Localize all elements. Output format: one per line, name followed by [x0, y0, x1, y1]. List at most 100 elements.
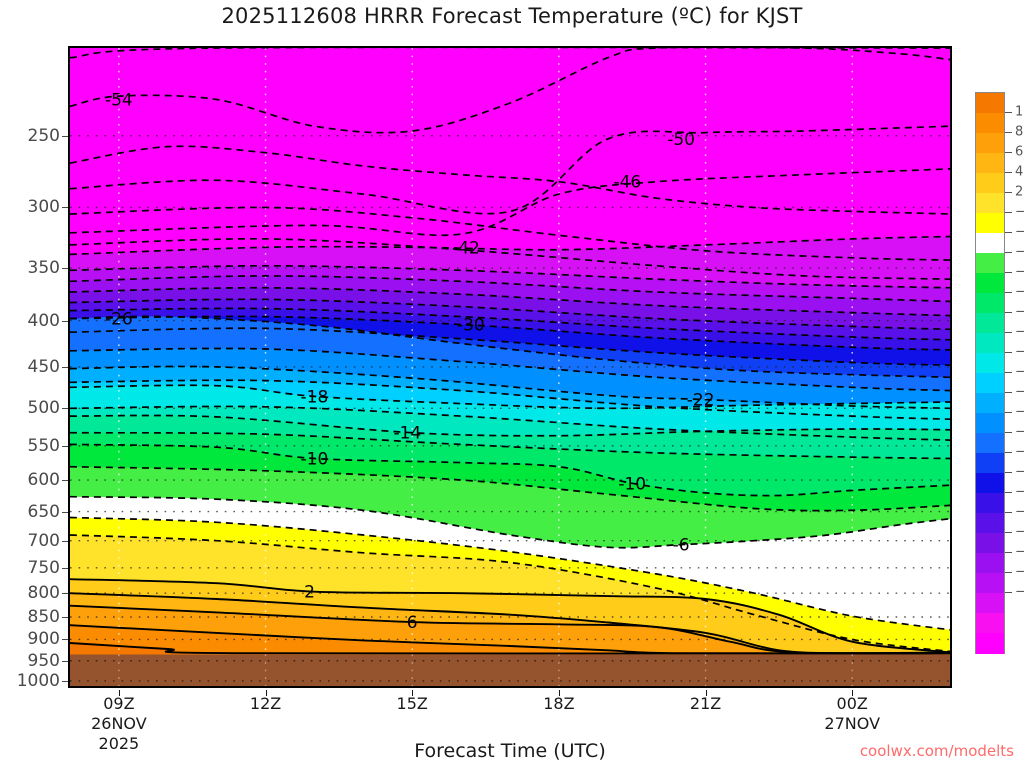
y-tick-mark: [62, 680, 68, 682]
y-tick-label: 250: [27, 125, 60, 146]
colorbar-segment: [976, 193, 1004, 214]
colorbar-tick-mark: [1005, 472, 1012, 473]
colorbar-segment: [976, 593, 1004, 614]
colorbar-tick-mark: [1005, 252, 1012, 253]
colorbar-tick-label: −24: [1015, 424, 1024, 440]
colorbar-tick-label: −14: [1015, 324, 1024, 340]
y-tick-mark: [62, 207, 68, 209]
y-tick-label: 350: [27, 258, 60, 279]
y-tick-mark: [62, 593, 68, 595]
y-tick-mark: [62, 408, 68, 410]
colorbar-tick-label: 8: [1015, 124, 1024, 140]
colorbar-segment: [976, 533, 1004, 554]
colorbar-tick-mark: [1005, 292, 1012, 293]
colorbar-tick-label: −2: [1015, 204, 1024, 220]
colorbar-tick-label: 2: [1015, 184, 1024, 200]
watermark: coolwx.com/modelts: [859, 742, 1014, 760]
colorbar-tick-mark: [1005, 432, 1012, 433]
svg-text:-26: -26: [105, 310, 133, 330]
svg-text:-46: -46: [613, 173, 641, 193]
y-tick-label: 900: [27, 629, 60, 650]
x-tick-label: 18Z: [543, 694, 575, 713]
colorbar-segment: [976, 553, 1004, 574]
x-tick-mark: [118, 690, 120, 696]
y-tick-mark: [62, 135, 68, 137]
x-tick-label: 21Z: [689, 694, 722, 713]
svg-text:2: 2: [304, 583, 315, 603]
x-tick-label: 12Z: [249, 694, 282, 713]
y-tick-label: 800: [27, 583, 60, 604]
colorbar-tick-label: −22: [1015, 404, 1024, 420]
colorbar-tick-mark: [1005, 312, 1012, 313]
colorbar-segment: [976, 573, 1004, 594]
colorbar-tick-label: 10: [1015, 104, 1024, 120]
svg-text:-10: -10: [301, 449, 329, 469]
colorbar-tick-label: −36: [1015, 544, 1024, 560]
chart-title: 2025112608 HRRR Forecast Temperature (ºC…: [221, 4, 803, 28]
colorbar-tick-label: −28: [1015, 464, 1024, 480]
colorbar-segment: [976, 273, 1004, 294]
colorbar-segment: [976, 433, 1004, 454]
colorbar-tick-mark: [1005, 212, 1012, 213]
colorbar-tick-label: 6: [1015, 144, 1024, 160]
colorbar-tick-mark: [1005, 412, 1012, 413]
colorbar-segment: [976, 153, 1004, 174]
y-tick-mark: [62, 445, 68, 447]
colorbar-segment: [976, 513, 1004, 534]
y-axis: 250 300 350 400 450 500 550 600 650 700 750 800 850 9…: [0, 46, 68, 691]
colorbar-segment: [976, 473, 1004, 494]
colorbar-tick-mark: [1005, 232, 1012, 233]
colorbar-segment: [976, 353, 1004, 374]
colorbar-segment: [976, 133, 1004, 154]
svg-text:-10: -10: [618, 474, 646, 494]
colorbar-tick-mark: [1005, 452, 1012, 453]
y-tick-label: 700: [27, 530, 60, 551]
colorbar-segment: [976, 413, 1004, 434]
colorbar-tick-mark: [1005, 572, 1012, 573]
y-tick-mark: [62, 639, 68, 641]
y-tick-label: 450: [27, 356, 60, 377]
y-tick-label: 550: [27, 435, 60, 456]
colorbar-tick-mark: [1005, 112, 1012, 113]
svg-text:-22: -22: [687, 391, 715, 411]
svg-text:-54: -54: [105, 91, 133, 111]
colorbar-segment: [976, 113, 1004, 134]
svg-text:6: 6: [407, 613, 418, 633]
colorbar-tick-label: −8: [1015, 264, 1024, 280]
colorbar-tick-label: −4: [1015, 224, 1024, 240]
y-tick-label: 950: [27, 650, 60, 671]
plot-area: -54 -50 -46 -42 -30 -26 -22 -18 -14 -10 -10 -6 2 6: [68, 46, 952, 688]
colorbar-tick-mark: [1005, 552, 1012, 553]
colorbar-tick-mark: [1005, 152, 1012, 153]
colorbar-tick-label: −6: [1015, 244, 1024, 260]
y-tick-mark: [62, 540, 68, 542]
y-tick-mark: [62, 660, 68, 662]
y-tick-mark: [62, 366, 68, 368]
colorbar-segment: [976, 233, 1004, 254]
colorbar-tick-mark: [1005, 352, 1012, 353]
colorbar-tick-label: −26: [1015, 444, 1024, 460]
colorbar-tick-mark: [1005, 192, 1012, 193]
colorbar-segment: [976, 253, 1004, 274]
colorbar-segment: [976, 213, 1004, 234]
y-tick-label: 1000: [16, 670, 60, 691]
colorbar-tick-mark: [1005, 592, 1012, 593]
x-tick-mark: [412, 690, 414, 696]
x-tick-label: 26NOV: [91, 714, 147, 733]
colorbar-segment: [976, 633, 1004, 654]
colorbar-tick-mark: [1005, 392, 1012, 393]
colorbar-tick-label: −18: [1015, 364, 1024, 380]
colorbar-tick-label: −10: [1015, 284, 1024, 300]
colorbar-tick-mark: [1005, 512, 1012, 513]
colorbar-segment: [976, 333, 1004, 354]
colorbar-tick-mark: [1005, 272, 1012, 273]
y-tick-label: 500: [27, 398, 60, 419]
colorbar-tick-mark: [1005, 172, 1012, 173]
colorbar-tick-label: −38: [1015, 564, 1024, 580]
colorbar-segment: [976, 293, 1004, 314]
colorbar-tick-mark: [1005, 492, 1012, 493]
colorbar-segment: [976, 313, 1004, 334]
x-tick-label: 2025: [98, 734, 140, 753]
colorbar-tick-label: −32: [1015, 504, 1024, 520]
